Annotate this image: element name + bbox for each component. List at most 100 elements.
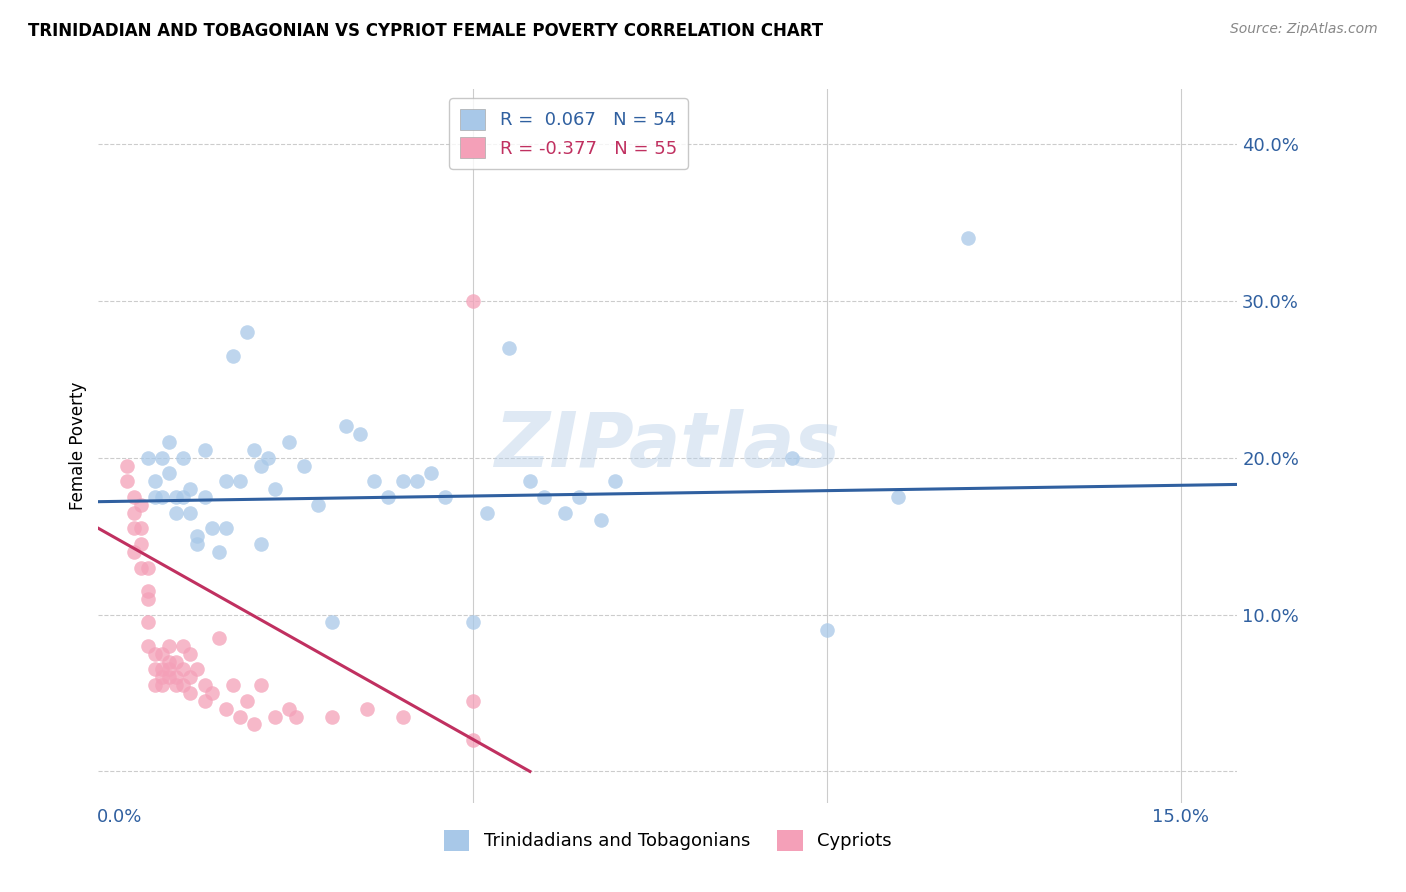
Point [122, 490, 145, 504]
Point [434, 490, 457, 504]
Point [157, 435, 180, 450]
Point [391, 709, 413, 723]
Point [264, 709, 287, 723]
Point [179, 670, 201, 684]
Text: Source: ZipAtlas.com: Source: ZipAtlas.com [1230, 22, 1378, 37]
Point [193, 678, 215, 692]
Point [129, 498, 152, 512]
Point [179, 647, 201, 661]
Point [122, 521, 145, 535]
Point [165, 678, 187, 692]
Point [335, 419, 357, 434]
Point [136, 615, 159, 630]
Point [157, 663, 180, 677]
Point [129, 521, 152, 535]
Point [243, 442, 266, 457]
Point [957, 231, 980, 245]
Point [129, 537, 152, 551]
Point [250, 537, 273, 551]
Point [129, 560, 152, 574]
Point [165, 490, 187, 504]
Point [321, 615, 343, 630]
Point [589, 514, 612, 528]
Point [264, 482, 287, 496]
Point [356, 702, 378, 716]
Point [349, 427, 371, 442]
Point [136, 591, 159, 606]
Point [136, 639, 159, 653]
Text: TRINIDADIAN AND TOBAGONIAN VS CYPRIOT FEMALE POVERTY CORRELATION CHART: TRINIDADIAN AND TOBAGONIAN VS CYPRIOT FE… [28, 22, 824, 40]
Point [165, 655, 187, 669]
Point [179, 482, 201, 496]
Point [391, 475, 413, 489]
Point [143, 678, 166, 692]
Point [222, 349, 245, 363]
Point [157, 670, 180, 684]
Point [136, 450, 159, 465]
Point [243, 717, 266, 731]
Point [136, 584, 159, 599]
Point [215, 475, 238, 489]
Point [200, 521, 222, 535]
Point [285, 709, 308, 723]
Point [165, 670, 187, 684]
Point [603, 475, 626, 489]
Point [186, 663, 208, 677]
Point [236, 694, 259, 708]
Point [780, 450, 803, 465]
Point [236, 326, 259, 340]
Point [165, 506, 187, 520]
Point [229, 709, 252, 723]
Point [157, 639, 180, 653]
Point [172, 663, 194, 677]
Point [208, 631, 231, 645]
Point [143, 647, 166, 661]
Point [363, 475, 385, 489]
Point [157, 467, 180, 481]
Point [179, 506, 201, 520]
Point [150, 647, 173, 661]
Point [215, 521, 238, 535]
Point [405, 475, 427, 489]
Point [292, 458, 315, 473]
Point [179, 686, 201, 700]
Point [150, 663, 173, 677]
Point [143, 490, 166, 504]
Point [463, 733, 485, 747]
Point [150, 670, 173, 684]
Point [250, 678, 273, 692]
Point [115, 458, 138, 473]
Point [419, 467, 441, 481]
Point [157, 655, 180, 669]
Point [115, 475, 138, 489]
Point [200, 686, 222, 700]
Point [250, 458, 273, 473]
Point [172, 639, 194, 653]
Point [321, 709, 343, 723]
Point [122, 545, 145, 559]
Point [193, 442, 215, 457]
Point [498, 341, 520, 355]
Point [208, 545, 231, 559]
Point [463, 293, 485, 308]
Point [278, 435, 301, 450]
Point [554, 506, 576, 520]
Point [463, 615, 485, 630]
Point [193, 694, 215, 708]
Point [150, 490, 173, 504]
Point [815, 624, 838, 638]
Point [150, 450, 173, 465]
Point [172, 450, 194, 465]
Point [186, 537, 208, 551]
Point [122, 506, 145, 520]
Point [186, 529, 208, 543]
Point [377, 490, 399, 504]
Point [229, 475, 252, 489]
Point [143, 475, 166, 489]
Point [193, 490, 215, 504]
Point [477, 506, 499, 520]
Point [172, 678, 194, 692]
Point [278, 702, 301, 716]
Point [136, 560, 159, 574]
Point [568, 490, 591, 504]
